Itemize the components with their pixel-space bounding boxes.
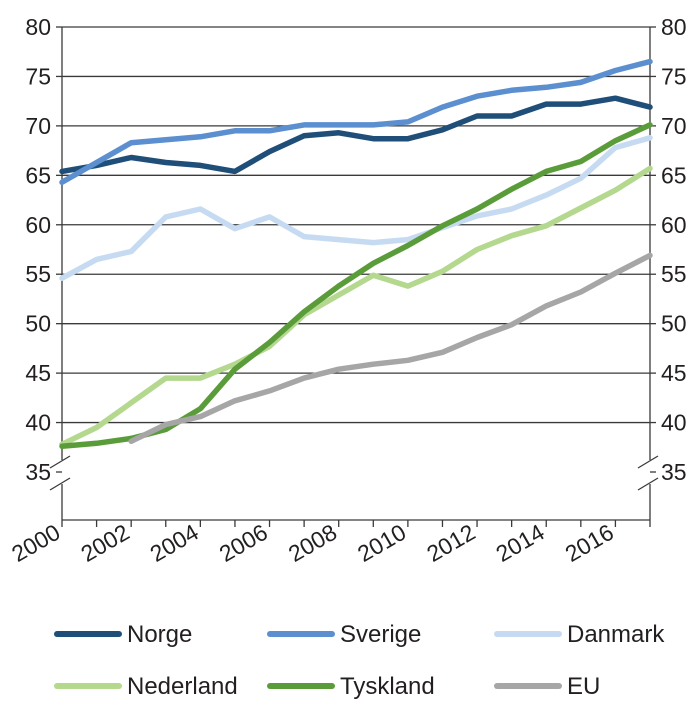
x-tick-label: 2006 [215,519,272,567]
x-tick-label: 2000 [7,519,64,567]
x-tick-label: 2014 [491,519,548,567]
y-tick-label-left: 70 [25,113,51,139]
legend-label-norge: Norge [127,621,192,648]
right-axis-break-mark [637,455,659,469]
axes [49,26,659,527]
y-tick-label-left: 45 [25,360,51,386]
y-tick-label-left: 65 [25,162,51,188]
y-tick-label-right: 70 [661,113,687,139]
y-tick-label-right: 75 [661,63,687,89]
y-tick-label-right: 50 [661,311,687,337]
legend-label-tyskland: Tyskland [340,673,435,700]
y-tick-label-left: 55 [25,261,51,287]
right-axis-break-mark [637,477,659,491]
y-tick-label-right: 40 [661,410,687,436]
y-tick-label-right: 55 [661,261,687,287]
y-tick-label-left: 40 [25,410,51,436]
legend-label-nederland: Nederland [127,673,238,700]
y-tick-label-right: 80 [661,14,687,40]
y-tick-label-left: 75 [25,63,51,89]
left-axis-break-mark [49,455,71,469]
x-tick-label: 2012 [422,519,479,567]
series-line-sverige [59,58,653,186]
y-tick-label-right: 60 [661,212,687,238]
x-tick-label: 2002 [76,519,133,567]
x-tick-label: 2008 [284,519,341,567]
series-line-norge [59,95,653,175]
y-tick-label-left: 50 [25,311,51,337]
left-axis-break-mark [49,477,71,491]
y-tick-label-left: 80 [25,14,51,40]
y-tick-label-right: 35 [661,459,687,485]
series-line-eu [128,252,653,445]
series-line-tyskland [59,122,653,450]
y-tick-label-right: 65 [661,162,687,188]
y-tick-label-right: 45 [661,360,687,386]
series-line-nederland [59,165,653,448]
legend: Norge Sverige Danmark Nederland Tyskland EU [54,621,665,700]
legend-label-danmark: Danmark [567,621,665,648]
series-line-danmark [59,135,653,281]
y-tick-label-left: 60 [25,212,51,238]
data-series [59,58,653,450]
x-tick-label: 2004 [146,519,203,567]
legend-label-eu: EU [567,673,600,700]
x-tick-label: 2010 [353,519,410,567]
y-tick-label-left: 35 [25,459,51,485]
legend-label-sverige: Sverige [340,621,421,648]
x-tick-label: 2016 [561,519,618,567]
